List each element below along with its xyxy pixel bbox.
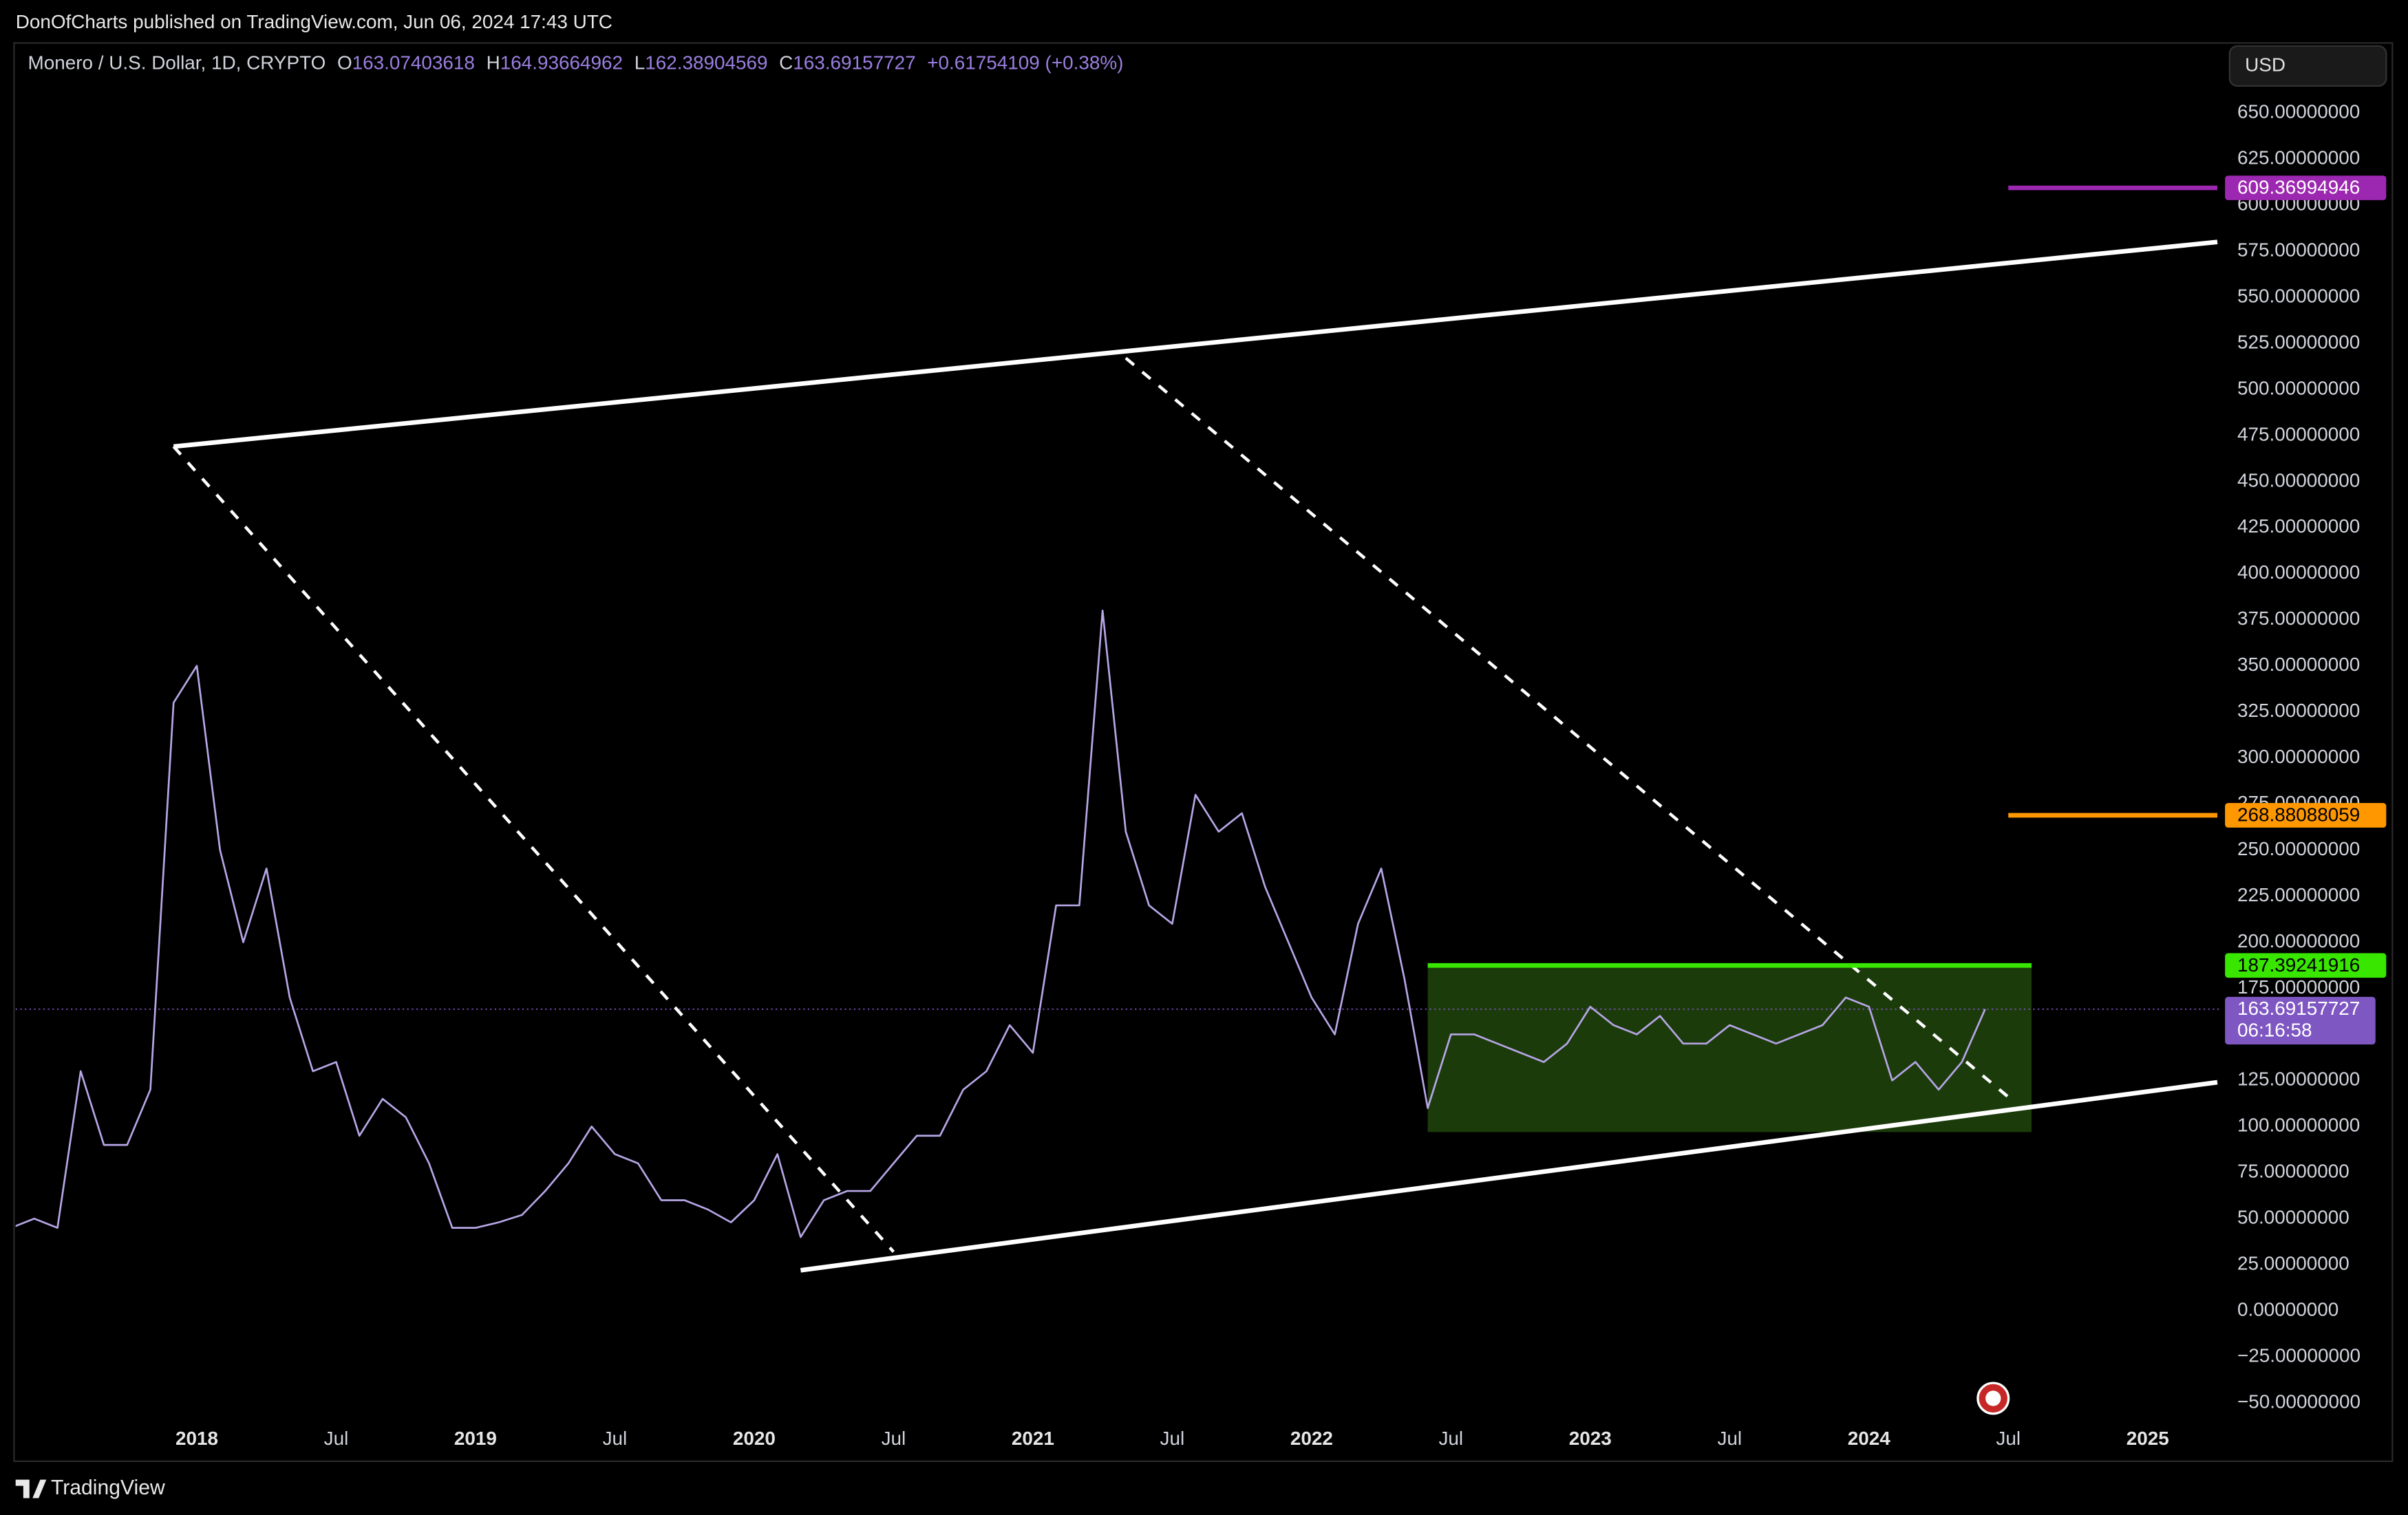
plot-area xyxy=(15,185,2222,1273)
x-tick-label: 2018 xyxy=(175,1428,218,1449)
symbol-legend: Monero / U.S. Dollar, 1D, CRYPTO O163.07… xyxy=(28,52,1124,74)
ohlc-label: H xyxy=(487,52,500,74)
brand-name: TradingView xyxy=(51,1476,165,1499)
y-tick-label: 400.00000000 xyxy=(2237,561,2360,583)
y-tick-label: 550.00000000 xyxy=(2237,285,2360,306)
event-flag-inner xyxy=(1985,1390,2001,1406)
y-tick-label: 25.00000000 xyxy=(2237,1253,2350,1274)
y-tick-label: 325.00000000 xyxy=(2237,700,2360,721)
x-tick-label: 2021 xyxy=(1012,1428,1054,1449)
published-line: DonOfCharts published on TradingView.com… xyxy=(16,11,612,32)
level-label-box xyxy=(2225,175,2387,200)
last-price-box xyxy=(2225,996,2376,1045)
y-tick-label: 225.00000000 xyxy=(2237,884,2360,905)
x-tick-label: 2022 xyxy=(1290,1428,1333,1449)
trendline xyxy=(173,239,2218,449)
y-tick-label: 100.00000000 xyxy=(2237,1115,2360,1136)
x-tick-label: Jul xyxy=(324,1428,349,1449)
symbol: Monero / U.S. Dollar, 1D, CRYPTO xyxy=(28,52,326,74)
price-axis: 650.00000000625.00000000600.00000000575.… xyxy=(2225,101,2387,1412)
y-tick-label: 250.00000000 xyxy=(2237,838,2360,859)
ohlc-label: L xyxy=(635,52,646,74)
y-tick-label: 175.00000000 xyxy=(2237,976,2360,998)
ohlc-value: 164.93664962 xyxy=(500,52,623,74)
x-tick-label: Jul xyxy=(882,1428,906,1449)
y-tick-label: 375.00000000 xyxy=(2237,608,2360,629)
y-tick-label: 575.00000000 xyxy=(2237,239,2360,260)
last-price-label: 163.69157727 xyxy=(2237,998,2360,1019)
x-tick-label: 2025 xyxy=(2127,1428,2169,1449)
currency-button[interactable] xyxy=(2228,45,2387,87)
brand-logo xyxy=(15,1479,47,1498)
y-tick-label: −50.00000000 xyxy=(2237,1390,2361,1412)
y-tick-label: 125.00000000 xyxy=(2237,1068,2360,1090)
x-tick-label: 2019 xyxy=(454,1428,497,1449)
y-tick-label: 0.00000000 xyxy=(2237,1299,2338,1320)
ohlc-value: 162.38904569 xyxy=(645,52,767,74)
chart-panel xyxy=(13,42,2394,1463)
y-tick-label: 625.00000000 xyxy=(2237,147,2360,169)
trendline xyxy=(172,445,895,1253)
y-tick-label: 350.00000000 xyxy=(2237,654,2360,675)
x-tick-label: Jul xyxy=(603,1428,628,1449)
price-line xyxy=(15,610,1986,1238)
ohlc-label: O xyxy=(337,52,352,74)
footer xyxy=(0,1463,2408,1515)
level-label: 268.88088059 xyxy=(2237,804,2360,825)
trendline xyxy=(800,1079,2218,1273)
range-box xyxy=(1427,965,2032,1132)
y-tick-label: 50.00000000 xyxy=(2237,1207,2350,1228)
level-label-box xyxy=(2225,953,2387,978)
y-tick-label: 75.00000000 xyxy=(2237,1161,2350,1182)
x-tick-label: Jul xyxy=(1717,1428,1742,1449)
x-tick-label: 2020 xyxy=(733,1428,776,1449)
x-tick-label: 2024 xyxy=(1848,1428,1891,1449)
change: +0.61754109 (+0.38%) xyxy=(927,52,1123,74)
y-tick-label: 500.00000000 xyxy=(2237,377,2360,398)
y-tick-label: 650.00000000 xyxy=(2237,101,2360,122)
y-tick-label: 200.00000000 xyxy=(2237,930,2360,952)
y-tick-label: 450.00000000 xyxy=(2237,469,2360,491)
ohlc-value: 163.07403618 xyxy=(352,52,475,74)
y-tick-label: −25.00000000 xyxy=(2237,1345,2361,1366)
level-label: 187.39241916 xyxy=(2237,954,2360,976)
y-tick-label: 425.00000000 xyxy=(2237,515,2360,537)
y-tick-label: 475.00000000 xyxy=(2237,423,2360,444)
x-tick-label: Jul xyxy=(1438,1428,1463,1449)
ohlc-value: 163.69157727 xyxy=(793,52,915,74)
level-label-box xyxy=(2225,803,2387,828)
y-tick-label: 300.00000000 xyxy=(2237,746,2360,767)
x-tick-label: 2023 xyxy=(1569,1428,1612,1449)
level-label: 609.36994946 xyxy=(2237,177,2360,198)
countdown-label: 06:16:58 xyxy=(2237,1019,2312,1040)
x-tick-label: Jul xyxy=(1160,1428,1185,1449)
y-tick-label: 525.00000000 xyxy=(2237,331,2360,352)
ohlc-label: C xyxy=(779,52,793,74)
x-tick-label: Jul xyxy=(1996,1428,2021,1449)
currency-label[interactable]: USD xyxy=(2245,54,2286,75)
